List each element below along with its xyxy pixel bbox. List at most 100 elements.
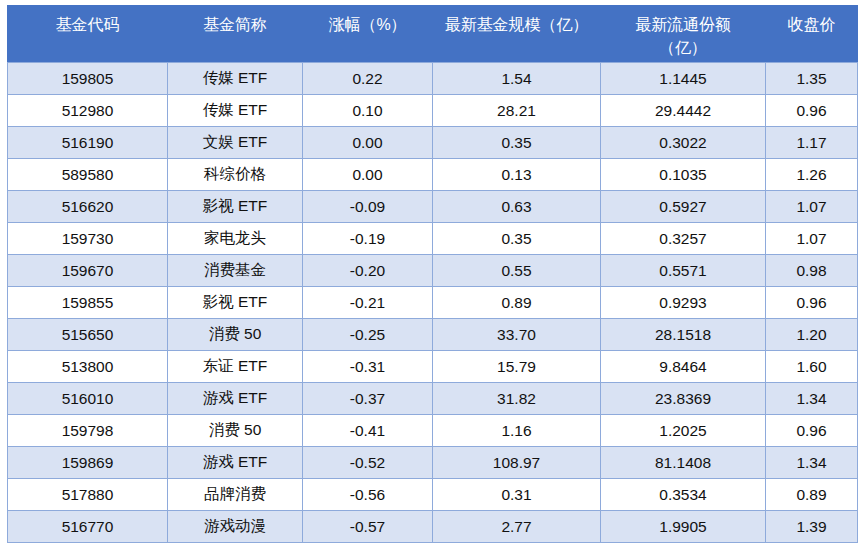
cell-name[interactable]: 影视 ETF (168, 191, 303, 223)
cell-name[interactable]: 传媒 ETF (168, 63, 303, 95)
cell-code[interactable]: 513800 (8, 351, 168, 383)
cell-close[interactable]: 0.96 (766, 95, 858, 127)
cell-change[interactable]: -0.52 (303, 447, 433, 479)
column-header-shares[interactable]: 最新流通份额（亿） (601, 6, 766, 63)
column-header-name[interactable]: 基金简称 (168, 6, 303, 63)
cell-change[interactable]: -0.20 (303, 255, 433, 287)
cell-scale[interactable]: 1.54 (433, 63, 601, 95)
cell-change[interactable]: -0.56 (303, 479, 433, 511)
cell-code[interactable]: 159869 (8, 447, 168, 479)
cell-code[interactable]: 159805 (8, 63, 168, 95)
column-header-close[interactable]: 收盘价 (766, 6, 858, 63)
column-header-label: 涨幅（%） (304, 13, 431, 36)
cell-scale[interactable]: 0.55 (433, 255, 601, 287)
cell-shares[interactable]: 28.1518 (601, 319, 766, 351)
cell-scale[interactable]: 28.21 (433, 95, 601, 127)
cell-change[interactable]: 0.00 (303, 159, 433, 191)
cell-change[interactable]: -0.57 (303, 511, 433, 543)
cell-name[interactable]: 影视 ETF (168, 287, 303, 319)
cell-change[interactable]: 0.00 (303, 127, 433, 159)
cell-close[interactable]: 1.07 (766, 191, 858, 223)
cell-code[interactable]: 516010 (8, 383, 168, 415)
cell-shares[interactable]: 1.1445 (601, 63, 766, 95)
column-header-code[interactable]: 基金代码 (8, 6, 168, 63)
cell-close[interactable]: 1.17 (766, 127, 858, 159)
cell-close[interactable]: 0.96 (766, 287, 858, 319)
cell-code[interactable]: 512980 (8, 95, 168, 127)
cell-name[interactable]: 东证 ETF (168, 351, 303, 383)
cell-change[interactable]: -0.31 (303, 351, 433, 383)
cell-shares[interactable]: 0.5571 (601, 255, 766, 287)
cell-scale[interactable]: 2.77 (433, 511, 601, 543)
cell-name[interactable]: 游戏动漫 (168, 511, 303, 543)
cell-shares[interactable]: 0.3534 (601, 479, 766, 511)
cell-change[interactable]: -0.41 (303, 415, 433, 447)
cell-scale[interactable]: 31.82 (433, 383, 601, 415)
cell-name[interactable]: 游戏 ETF (168, 447, 303, 479)
cell-close[interactable]: 0.96 (766, 415, 858, 447)
cell-change[interactable]: -0.09 (303, 191, 433, 223)
cell-change[interactable]: 0.10 (303, 95, 433, 127)
cell-scale[interactable]: 0.63 (433, 191, 601, 223)
cell-code[interactable]: 159730 (8, 223, 168, 255)
cell-shares[interactable]: 0.9293 (601, 287, 766, 319)
cell-code[interactable]: 589580 (8, 159, 168, 191)
cell-scale[interactable]: 1.16 (433, 415, 601, 447)
cell-code[interactable]: 516620 (8, 191, 168, 223)
cell-scale[interactable]: 108.97 (433, 447, 601, 479)
cell-shares[interactable]: 29.4442 (601, 95, 766, 127)
cell-change[interactable]: 0.22 (303, 63, 433, 95)
cell-code[interactable]: 517880 (8, 479, 168, 511)
cell-scale[interactable]: 0.35 (433, 127, 601, 159)
cell-code[interactable]: 159670 (8, 255, 168, 287)
cell-close[interactable]: 1.34 (766, 383, 858, 415)
cell-name[interactable]: 家电龙头 (168, 223, 303, 255)
cell-scale[interactable]: 0.89 (433, 287, 601, 319)
cell-shares[interactable]: 0.1035 (601, 159, 766, 191)
cell-code[interactable]: 515650 (8, 319, 168, 351)
cell-shares[interactable]: 1.9905 (601, 511, 766, 543)
cell-shares[interactable]: 0.5927 (601, 191, 766, 223)
cell-name[interactable]: 游戏 ETF (168, 383, 303, 415)
cell-scale[interactable]: 33.70 (433, 319, 601, 351)
cell-change[interactable]: -0.19 (303, 223, 433, 255)
cell-name[interactable]: 消费基金 (168, 255, 303, 287)
cell-name[interactable]: 传媒 ETF (168, 95, 303, 127)
cell-change[interactable]: -0.37 (303, 383, 433, 415)
cell-name[interactable]: 文娱 ETF (168, 127, 303, 159)
table-row: 159670消费基金-0.200.550.55710.98 (8, 255, 858, 287)
cell-shares[interactable]: 0.3022 (601, 127, 766, 159)
cell-close[interactable]: 1.39 (766, 511, 858, 543)
cell-change[interactable]: -0.21 (303, 287, 433, 319)
table-header: 基金代码基金简称涨幅（%）最新基金规模（亿）最新流通份额（亿）收盘价 (8, 6, 858, 63)
cell-code[interactable]: 516770 (8, 511, 168, 543)
cell-close[interactable]: 1.26 (766, 159, 858, 191)
cell-shares[interactable]: 81.1408 (601, 447, 766, 479)
cell-scale[interactable]: 0.35 (433, 223, 601, 255)
cell-scale[interactable]: 0.13 (433, 159, 601, 191)
cell-shares[interactable]: 9.8464 (601, 351, 766, 383)
cell-scale[interactable]: 0.31 (433, 479, 601, 511)
cell-name[interactable]: 消费 50 (168, 415, 303, 447)
cell-shares[interactable]: 1.2025 (601, 415, 766, 447)
cell-shares[interactable]: 23.8369 (601, 383, 766, 415)
cell-close[interactable]: 1.35 (766, 63, 858, 95)
cell-close[interactable]: 1.20 (766, 319, 858, 351)
cell-name[interactable]: 科综价格 (168, 159, 303, 191)
cell-shares[interactable]: 0.3257 (601, 223, 766, 255)
cell-name[interactable]: 品牌消费 (168, 479, 303, 511)
cell-code[interactable]: 516190 (8, 127, 168, 159)
column-header-change[interactable]: 涨幅（%） (303, 6, 433, 63)
cell-close[interactable]: 0.98 (766, 255, 858, 287)
cell-close[interactable]: 1.07 (766, 223, 858, 255)
cell-close[interactable]: 1.60 (766, 351, 858, 383)
cell-close[interactable]: 0.89 (766, 479, 858, 511)
cell-close[interactable]: 1.34 (766, 447, 858, 479)
cell-code[interactable]: 159855 (8, 287, 168, 319)
cell-code[interactable]: 159798 (8, 415, 168, 447)
cell-scale[interactable]: 15.79 (433, 351, 601, 383)
cell-change[interactable]: -0.25 (303, 319, 433, 351)
cell-name[interactable]: 消费 50 (168, 319, 303, 351)
column-header-scale[interactable]: 最新基金规模（亿） (433, 6, 601, 63)
table-row: 589580科综价格0.000.130.10351.26 (8, 159, 858, 191)
